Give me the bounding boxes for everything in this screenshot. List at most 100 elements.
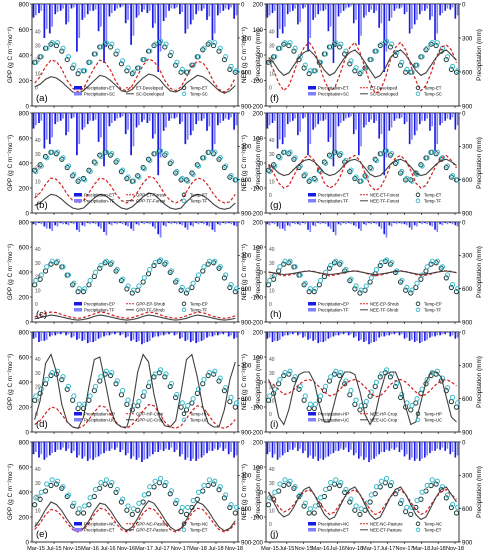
legend-swatch bbox=[74, 528, 82, 532]
precip-bar-a bbox=[312, 4, 314, 20]
temp-marker-b bbox=[114, 48, 120, 54]
temp-tick-label: 20 bbox=[35, 385, 41, 391]
precip-bar-a bbox=[108, 222, 111, 225]
y-tick-label: 800 bbox=[19, 219, 30, 226]
precip-bar-a bbox=[157, 442, 160, 452]
legend-swatch bbox=[181, 307, 187, 313]
precip-bar-b bbox=[400, 113, 403, 118]
precip-bar-b bbox=[451, 113, 454, 118]
precip-bar-a bbox=[383, 113, 386, 176]
legend-swatch bbox=[74, 86, 82, 90]
temp-marker-a bbox=[392, 383, 399, 390]
precip-bar-b bbox=[365, 222, 367, 226]
precip-bar-a bbox=[307, 4, 309, 52]
precip-bar-a bbox=[124, 442, 127, 456]
precip-bar-b bbox=[400, 442, 403, 450]
precip-bar-b bbox=[268, 113, 271, 126]
precip-bar-a bbox=[168, 113, 170, 121]
legend-label: Temp-EP bbox=[190, 302, 208, 307]
precip-bar-b bbox=[289, 332, 291, 335]
x-tick-label: Nov-18 bbox=[446, 546, 464, 550]
precip-bar-a bbox=[408, 113, 411, 145]
precip-bar-b bbox=[83, 332, 86, 340]
legend-swatch bbox=[415, 85, 421, 91]
temp-marker-b bbox=[71, 280, 77, 286]
precip-bar-b bbox=[165, 222, 167, 227]
precip-bar-a bbox=[76, 332, 78, 340]
precip-bar-a bbox=[449, 4, 452, 10]
precip-bar-a bbox=[162, 113, 165, 131]
precip-bar-b bbox=[224, 113, 227, 119]
precip-bar-b bbox=[329, 4, 332, 27]
temp-marker-a bbox=[306, 71, 312, 77]
precip-bar-b bbox=[278, 113, 281, 140]
precip-bar-b bbox=[294, 332, 296, 334]
precip-bar-b bbox=[380, 332, 383, 337]
series-line-b bbox=[268, 49, 457, 79]
temp-marker-b bbox=[152, 371, 158, 377]
temp-tick-label: 0 bbox=[35, 412, 38, 418]
temp-marker-a bbox=[221, 495, 228, 501]
precip-bar-a bbox=[103, 113, 105, 167]
legend-label: Temp-ET bbox=[190, 86, 208, 91]
precip-bar-b bbox=[230, 222, 232, 225]
precip-bar-a bbox=[352, 113, 355, 135]
temp-marker-b bbox=[277, 155, 283, 161]
legend-swatch bbox=[415, 91, 421, 97]
precip-bar-b bbox=[40, 222, 43, 225]
temp-tick-label: 40 bbox=[35, 357, 41, 363]
temp-marker-b bbox=[434, 40, 440, 46]
precip-bar-a bbox=[141, 4, 143, 12]
precip-bar-b bbox=[395, 332, 398, 334]
precip-bar-b bbox=[213, 4, 216, 34]
precip-bar-a bbox=[184, 4, 187, 34]
precip-bar-a bbox=[368, 113, 370, 122]
temp-marker-b bbox=[233, 504, 240, 510]
precip-bar-b bbox=[143, 442, 146, 460]
precip-bar-a bbox=[103, 332, 105, 337]
temp-marker-b bbox=[54, 478, 61, 484]
precip-bar-b bbox=[309, 113, 312, 145]
precip-bar-b bbox=[186, 113, 189, 140]
temp-marker-b bbox=[353, 397, 359, 403]
precip-bar-a bbox=[195, 222, 198, 224]
precip-bar-b bbox=[56, 113, 59, 122]
legend-swatch bbox=[308, 199, 316, 203]
precip-bar-b bbox=[154, 442, 157, 452]
legend-label: GPP-TF-Forest bbox=[136, 199, 166, 204]
temp-marker-a bbox=[326, 152, 333, 158]
precip-bar-b bbox=[62, 4, 64, 9]
temp-marker-b bbox=[323, 383, 329, 389]
temp-marker-b bbox=[348, 167, 354, 173]
series-line-a bbox=[268, 378, 457, 398]
series-line-b bbox=[34, 314, 236, 321]
precip-bar-b bbox=[208, 442, 211, 451]
temp-marker-b bbox=[223, 272, 229, 278]
temp-marker-a bbox=[377, 374, 383, 380]
legend-label: Temp-SC bbox=[424, 92, 442, 97]
temp-marker-a bbox=[357, 511, 363, 517]
precip-bar-a bbox=[383, 332, 386, 337]
y-tick-label: -200 bbox=[251, 210, 264, 217]
temp-marker-b bbox=[414, 280, 420, 286]
temp-marker-a bbox=[448, 284, 454, 291]
temp-marker-b bbox=[424, 376, 430, 383]
precip-bar-a bbox=[211, 4, 214, 41]
temp-marker-a bbox=[227, 66, 233, 73]
precip-bar-b bbox=[121, 442, 124, 450]
precip-bar-a bbox=[429, 442, 431, 454]
precip-bar-b bbox=[355, 113, 357, 130]
precip-bar-a bbox=[383, 442, 386, 452]
legend-label: Precipitation-SC bbox=[84, 92, 115, 97]
precip-bar-b bbox=[148, 222, 151, 225]
precip-bar-b bbox=[431, 4, 433, 17]
x-tick-label: Jul-17 bbox=[380, 546, 395, 550]
precip-bar-b bbox=[138, 4, 140, 16]
precip-bar-a bbox=[81, 222, 84, 226]
temp-marker-a bbox=[265, 502, 272, 508]
precip-bar-b bbox=[62, 222, 64, 225]
precip-bar-b bbox=[350, 113, 352, 117]
precip-bar-a bbox=[184, 113, 187, 145]
precip-tick-label: 600 bbox=[462, 69, 473, 76]
